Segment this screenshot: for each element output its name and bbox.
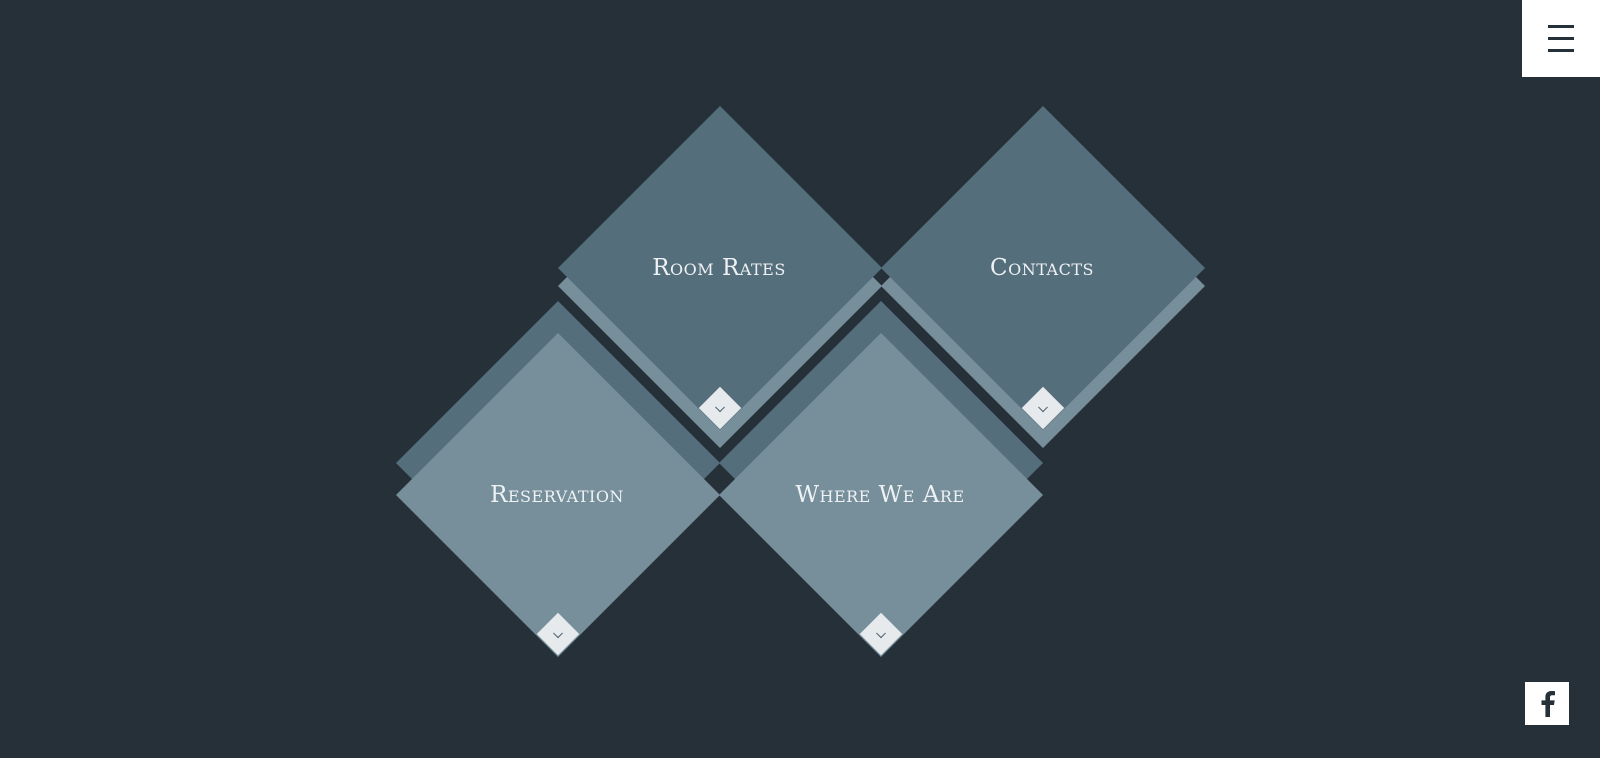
room-rates-tile[interactable] xyxy=(558,106,882,430)
hamburger-icon-bar xyxy=(1548,49,1574,52)
chevron-down-icon xyxy=(876,628,886,639)
tile-label-contacts[interactable]: Contacts xyxy=(990,255,1094,281)
facebook-button[interactable] xyxy=(1525,682,1569,725)
hamburger-icon-bar xyxy=(1548,37,1574,40)
menu-button[interactable] xyxy=(1522,0,1600,77)
contacts-tile[interactable] xyxy=(881,106,1205,430)
chevron-down-icon xyxy=(715,402,725,413)
tile-label-where-we-are[interactable]: Where We Are xyxy=(795,482,965,508)
reservation-tile[interactable] xyxy=(396,333,720,657)
where-we-are-tile[interactable] xyxy=(719,333,1043,657)
chevron-down-icon xyxy=(1038,402,1048,413)
hamburger-icon xyxy=(1548,25,1574,28)
facebook-icon xyxy=(1541,691,1555,717)
tile-label-reservation[interactable]: Reservation xyxy=(490,482,624,508)
tile-label-room-rates[interactable]: Room Rates xyxy=(652,255,786,281)
chevron-down-icon xyxy=(553,628,563,639)
